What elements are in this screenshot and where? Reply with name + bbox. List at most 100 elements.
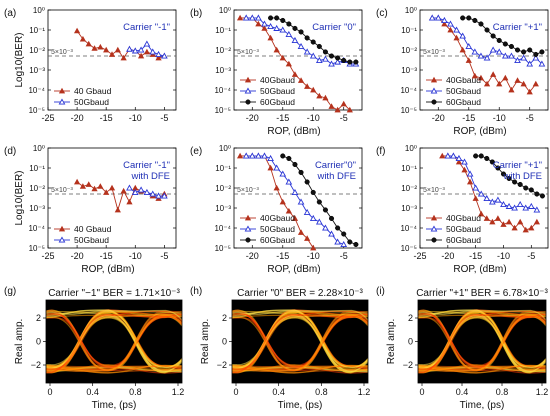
data-point	[85, 181, 92, 187]
y-tick-label: 10⁰	[33, 6, 45, 15]
legend-marker	[58, 87, 66, 94]
data-point	[334, 58, 341, 65]
eye-trace	[232, 364, 368, 374]
y-axis-label: Log10(BER)	[14, 32, 25, 87]
title-line: Carrier "-1"	[123, 160, 170, 171]
data-point	[471, 48, 479, 55]
data-point	[108, 51, 116, 57]
x-tick-label: -15	[100, 251, 113, 261]
data-point	[520, 80, 527, 87]
data-point	[322, 224, 329, 231]
data-point	[255, 152, 262, 159]
data-point	[274, 15, 280, 21]
data-point	[143, 48, 151, 55]
x-tick-label: -20	[246, 251, 259, 261]
x-axis-label: Time, (ps)	[460, 400, 505, 411]
legend-label: 50Gbaud	[74, 97, 109, 107]
data-point	[516, 200, 524, 208]
data-point	[447, 26, 454, 33]
legend-label: 50Gbaud	[260, 86, 295, 96]
data-point	[477, 190, 485, 197]
legend-marker	[431, 237, 437, 243]
data-point	[315, 56, 323, 63]
data-point	[488, 198, 496, 205]
eye-trace	[418, 314, 546, 374]
threshold-label: 5×10⁻³	[423, 187, 445, 194]
eye-trace	[46, 310, 182, 372]
data-point	[261, 20, 268, 27]
data-point	[471, 72, 478, 79]
data-point	[489, 46, 497, 53]
y-tick-label: 10⁻⁴	[28, 86, 45, 95]
eye-traces	[232, 300, 368, 383]
data-point	[103, 46, 110, 53]
data-point	[465, 57, 472, 63]
legend-label: 40 Gbaud	[74, 224, 112, 234]
x-tick-label: -15	[276, 251, 289, 261]
eye-trace	[418, 315, 546, 371]
data-point	[335, 225, 341, 231]
legend-marker	[244, 76, 252, 83]
data-point	[285, 60, 292, 67]
legend-label: 50Gbaud	[446, 86, 481, 96]
data-point	[334, 106, 341, 113]
eye-trace	[46, 310, 182, 372]
data-point	[280, 153, 286, 159]
data-point	[149, 48, 157, 55]
data-point	[261, 25, 268, 31]
data-point	[279, 198, 286, 205]
eye-trace	[46, 315, 182, 369]
data-point	[489, 159, 495, 165]
series	[268, 15, 359, 65]
threshold-label: 5×10⁻³	[51, 49, 73, 56]
data-point	[285, 178, 293, 185]
panel-letter: (h)	[190, 286, 202, 297]
series	[460, 15, 545, 57]
panel-letter: (g)	[4, 286, 16, 297]
x-tick-label: -10	[307, 251, 320, 261]
data-point	[143, 40, 151, 47]
eye-panel: (g) Carrier "−1" BER = 1.71×10⁻³ 2 0 −2 0 0.4 0…	[4, 286, 184, 411]
title-line: Carrier "-1"	[123, 22, 170, 33]
data-point	[508, 52, 515, 59]
eye-title: Carrier "+1" BER = 6.78×10⁻³	[416, 288, 548, 299]
eye-traces	[418, 300, 546, 383]
legend-label: 50Gbaud	[260, 224, 295, 234]
data-point	[466, 15, 472, 21]
data-point	[341, 231, 347, 237]
y-tick-label: 10⁰	[33, 144, 45, 153]
data-point	[441, 20, 448, 27]
data-point	[322, 49, 328, 55]
y-tick-label: 10⁻⁵	[401, 106, 417, 115]
data-point	[268, 15, 274, 21]
data-point	[527, 202, 535, 209]
title-line: Carrier"0"	[315, 160, 356, 171]
x-tick-label: 0.8	[315, 387, 328, 397]
data-point	[155, 54, 162, 61]
x-tick-label: 0.8	[129, 387, 142, 397]
data-point	[340, 100, 347, 107]
data-point	[461, 166, 468, 173]
legend-marker	[244, 214, 252, 221]
eye-trace	[418, 309, 546, 322]
data-point	[500, 171, 507, 177]
x-tick-label: -20	[71, 113, 84, 123]
data-point	[521, 49, 527, 55]
y-tick-label: −2	[217, 360, 227, 370]
x-tick-label: -20	[246, 113, 259, 123]
data-point	[285, 30, 293, 37]
data-point	[450, 152, 457, 159]
x-tick-label: -10	[307, 113, 320, 123]
data-point	[511, 224, 518, 231]
eye-trace	[418, 310, 546, 372]
x-tick-label: -10	[493, 113, 506, 123]
panel-letter: (e)	[190, 146, 202, 157]
data-point	[236, 152, 244, 159]
y-axis-label: Real amp.	[386, 319, 397, 365]
x-axis-label: ROP, (dBm)	[81, 264, 134, 275]
x-axis-label: Time, (ps)	[278, 400, 323, 411]
eye-trace	[418, 317, 546, 374]
eye-trace	[418, 368, 546, 374]
data-point	[340, 240, 348, 248]
